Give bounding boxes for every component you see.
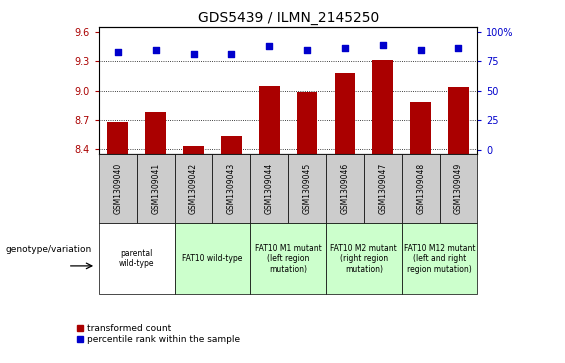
Title: GDS5439 / ILMN_2145250: GDS5439 / ILMN_2145250 (198, 11, 379, 25)
Bar (107, 122, 128, 154)
Point (264, 43, 274, 49)
Text: GSM1309044: GSM1309044 (265, 163, 273, 215)
Text: FAT10 M1 mutant
(left region
mutation): FAT10 M1 mutant (left region mutation) (255, 244, 321, 274)
Text: FAT10 wild-type: FAT10 wild-type (182, 254, 242, 263)
Text: GSM1309043: GSM1309043 (227, 163, 236, 215)
Point (416, 47, 425, 53)
Bar (183, 146, 204, 154)
Bar (221, 136, 242, 154)
Text: GSM1309047: GSM1309047 (379, 163, 387, 215)
Point (113, 49, 123, 55)
Text: GSM1309042: GSM1309042 (189, 163, 198, 214)
Point (379, 42, 388, 48)
Text: parental
wild-type: parental wild-type (119, 249, 154, 268)
Point (227, 52, 236, 57)
Bar (410, 102, 431, 154)
Bar (372, 61, 393, 154)
Text: FAT10 M12 mutant
(left and right
region mutation): FAT10 M12 mutant (left and right region … (404, 244, 475, 274)
Text: GSM1309040: GSM1309040 (114, 163, 122, 215)
Text: GSM1309048: GSM1309048 (416, 163, 425, 214)
Point (189, 52, 198, 57)
Text: FAT10 M2 mutant
(right region
mutation): FAT10 M2 mutant (right region mutation) (331, 244, 397, 274)
Point (340, 45, 349, 51)
Bar (448, 87, 469, 154)
Legend: transformed count, percentile rank within the sample: transformed count, percentile rank withi… (72, 320, 244, 348)
Bar (145, 112, 166, 154)
Text: genotype/variation: genotype/variation (6, 245, 92, 254)
Bar (334, 73, 355, 154)
Text: GSM1309049: GSM1309049 (454, 163, 463, 215)
Point (303, 47, 312, 53)
Bar (297, 92, 318, 154)
Text: GSM1309046: GSM1309046 (341, 163, 349, 215)
Point (454, 45, 463, 51)
Text: GSM1309041: GSM1309041 (151, 163, 160, 214)
Text: GSM1309045: GSM1309045 (303, 163, 311, 215)
Point (151, 47, 160, 53)
Bar (259, 86, 280, 154)
